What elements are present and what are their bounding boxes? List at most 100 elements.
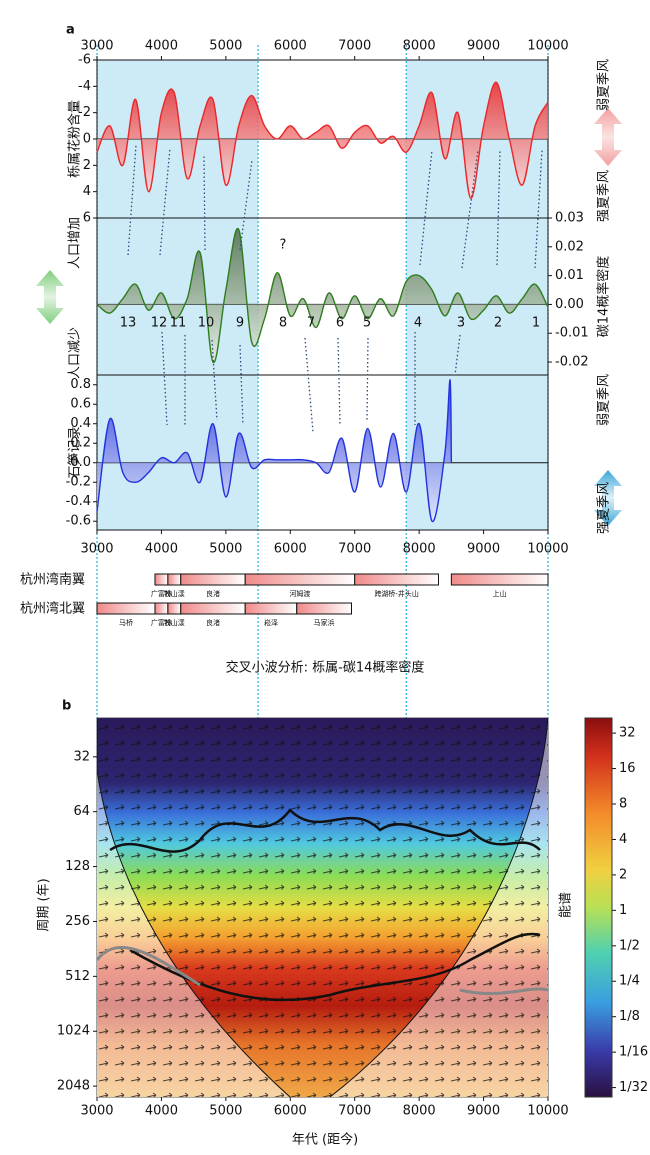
x-tick-label: 7000 (338, 39, 371, 54)
y-tick-label: 128 (65, 859, 90, 874)
row-label: 杭州湾北翼 (20, 601, 85, 617)
colorbar-tick-label: 1 (619, 903, 627, 918)
x-tick-label: 4000 (145, 542, 178, 557)
x-tick-label: 3000 (80, 1104, 113, 1119)
y-tick-label: -6 (78, 53, 91, 68)
colorbar-tick-label: 1/8 (619, 1009, 640, 1024)
side-label: 强夏季风 (597, 482, 612, 534)
wavelet-background (97, 718, 548, 1097)
panel-label: b (62, 699, 71, 714)
y-tick-label: 32 (73, 749, 90, 764)
period-label: 广富林 (151, 618, 172, 627)
event-label: 12 (151, 316, 168, 331)
significance-contour (109, 808, 541, 853)
y-tick-label: 512 (65, 969, 90, 984)
x-tick-label: 9000 (467, 39, 500, 54)
y-tick-label: 1024 (57, 1024, 90, 1039)
row-label: 杭州湾南翼 (20, 572, 85, 588)
y-tick-label: 0.6 (70, 397, 91, 412)
period-bar (180, 573, 246, 586)
colorbar-tick-label: 1/32 (619, 1080, 648, 1095)
period-label: 河姆渡 (289, 589, 310, 598)
phase-arrows (97, 718, 548, 1097)
chart-title: 交叉小波分析: 栎属-碳14概率密度 (226, 660, 425, 676)
y-tick-label: 6 (83, 211, 91, 226)
colorbar-title: 能谱 (559, 892, 574, 918)
event-label: 2 (494, 316, 502, 331)
period-bar (244, 602, 298, 615)
event-label: 8 (279, 316, 287, 331)
event-label: 9 (236, 316, 244, 331)
arrow (36, 270, 64, 324)
x-tick-label: 10000 (527, 542, 568, 557)
y-tick-label: -0.4 (66, 494, 91, 509)
event-label: 1 (532, 316, 540, 331)
y-tick-label: 4 (83, 184, 91, 199)
period-bar (96, 602, 156, 615)
connector-lines (127, 144, 543, 433)
y-tick-label: -0.01 (555, 326, 589, 341)
event-label: 11 (170, 316, 187, 331)
colorbar-tick-label: 1/4 (619, 974, 640, 989)
x-tick-label: 9000 (467, 1104, 500, 1119)
period-bar (244, 573, 356, 586)
period-label: 马家浜 (314, 618, 335, 627)
significance-contour (129, 932, 541, 1002)
x-tick-label: 8000 (403, 39, 436, 54)
period-bar (154, 602, 169, 615)
x-tick-label: 4000 (145, 1104, 178, 1119)
period-label: 良渚 (206, 589, 220, 598)
event-label: 5 (363, 316, 371, 331)
y-tick-label: -4 (78, 79, 91, 94)
panel-frame (96, 374, 549, 531)
x-tick-label: 6000 (274, 39, 307, 54)
colorbar (584, 717, 613, 1098)
x-tick-label: 9000 (467, 542, 500, 557)
y-tick-label: 0 (83, 132, 91, 147)
y-tick-label: 0.8 (70, 377, 91, 392)
y-axis-title: 碳14概率密度 (596, 256, 612, 338)
x-tick-label: 5000 (209, 542, 242, 557)
period-label: 广富林 (151, 589, 172, 598)
y-tick-label: -0.6 (66, 514, 91, 529)
x-tick-label: 5000 (209, 1104, 242, 1119)
period-bar (450, 573, 549, 586)
x-tick-label: 6000 (274, 1104, 307, 1119)
line (96, 379, 453, 522)
marks-layer (93, 45, 616, 1101)
event-label: 4 (414, 316, 422, 331)
y-tick-label: -2 (78, 105, 91, 120)
side-label: 弱夏季风 (597, 59, 612, 111)
period-label: 良渚 (206, 618, 220, 627)
x-tick-label: 4000 (145, 39, 178, 54)
arrow (594, 108, 622, 166)
x-tick-label: 6000 (274, 542, 307, 557)
period-label: 崧泽 (264, 619, 278, 627)
event-label: 6 (336, 316, 344, 331)
event-label: 7 (307, 316, 315, 331)
y-tick-label: 0.2 (70, 436, 91, 451)
y-tick-label: 0.01 (555, 268, 584, 283)
x-tick-label: 7000 (338, 542, 371, 557)
coi-contour (97, 946, 548, 995)
colorbar-tick-label: 32 (619, 726, 636, 741)
x-tick-label: 7000 (338, 1104, 371, 1119)
colorbar-tick-label: 2 (619, 867, 627, 882)
y-tick-label: 0.02 (555, 239, 584, 254)
event-label: 13 (120, 316, 137, 331)
y-tick-label: -0.2 (66, 475, 91, 490)
x-tick-label: 8000 (403, 1104, 436, 1119)
side-label: 人口增加 (68, 217, 83, 269)
period-label: 上山 (493, 589, 507, 598)
colorbar-tick-label: 1/16 (619, 1045, 648, 1060)
y-tick-label: 0.4 (70, 416, 91, 431)
event-label: 10 (198, 316, 215, 331)
y-tick-label: 64 (73, 804, 90, 819)
y-axis-title: 栎属花粉含量 (67, 100, 83, 178)
x-tick-label: 5000 (209, 39, 242, 54)
y-tick-label: 2048 (57, 1079, 90, 1094)
period-bar (167, 573, 182, 586)
period-bar (180, 602, 246, 615)
period-label: 跨湖桥-井头山 (374, 589, 419, 598)
